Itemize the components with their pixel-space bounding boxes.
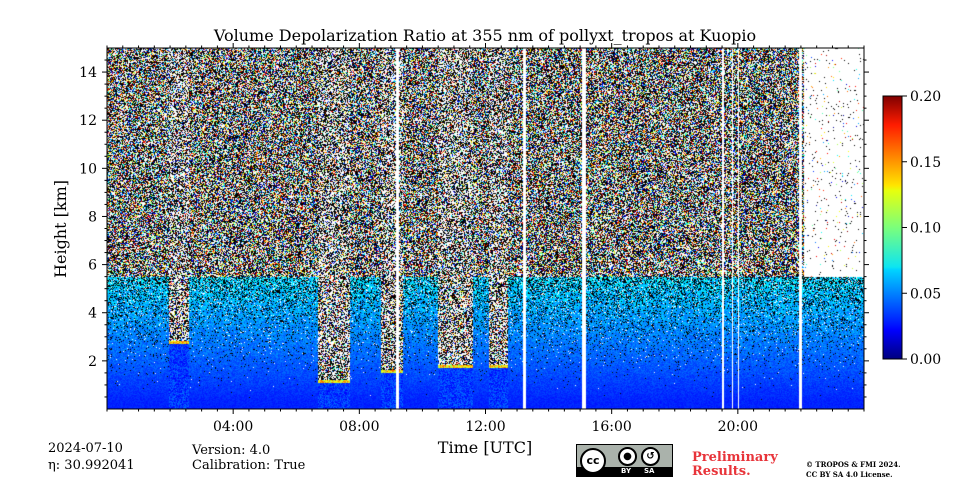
y-tick-label: 10	[79, 161, 97, 177]
x-tick-label: 20:00	[718, 419, 758, 435]
y-axis: 2 4 6 8 10 12 14	[79, 59, 869, 398]
y-axis-label: Height [km]	[51, 180, 70, 278]
y-tick-label: 8	[88, 209, 97, 225]
cc-license-badge: cc ● ↺ BY SA	[576, 444, 673, 477]
colorbar-tick-label: 0.00	[910, 352, 941, 368]
y-tick-label: 2	[88, 354, 97, 370]
cc-badge-strip	[577, 467, 672, 476]
x-tick-label: 04:00	[213, 419, 253, 435]
colorbar-tick-label: 0.20	[910, 89, 941, 105]
x-axis: 04:00 08:00 12:00 16:00 20:00	[106, 43, 865, 435]
copyright-line1: © TROPOS & FMI 2024.	[806, 460, 901, 469]
x-tick-label: 08:00	[339, 419, 379, 435]
chart-title: Volume Depolarization Ratio at 355 nm of…	[213, 26, 756, 45]
version-label: Version: 4.0	[192, 443, 271, 458]
share-alike-icon: ↺	[641, 447, 660, 466]
colorbar	[882, 95, 903, 360]
calibration-label: Calibration: True	[192, 458, 306, 473]
date-label: 2024-07-10	[48, 441, 123, 456]
preliminary-label-line2: Results.	[692, 464, 751, 479]
copyright-line2: CC BY SA 4.0 License.	[806, 470, 893, 479]
colorbar-tick-label: 0.05	[910, 286, 941, 302]
cc-icon: cc	[580, 448, 606, 474]
y-tick-label: 14	[79, 65, 97, 81]
x-tick-label: 16:00	[591, 419, 631, 435]
colorbar-tick-label: 0.15	[910, 155, 941, 171]
y-tick-label: 4	[88, 306, 97, 322]
eta-label: η: 30.992041	[48, 458, 135, 473]
colorbar-ticks: 0.00 0.05 0.10 0.15 0.20	[902, 89, 941, 368]
cc-by-label: BY	[621, 467, 632, 475]
x-axis-label: Time [UTC]	[438, 438, 532, 457]
preliminary-label-line1: Preliminary	[692, 450, 778, 465]
cc-sa-label: SA	[644, 467, 655, 475]
y-tick-label: 12	[79, 113, 97, 129]
x-tick-label: 12:00	[465, 419, 505, 435]
attribution-icon: ●	[618, 447, 637, 466]
colorbar-tick-label: 0.10	[910, 221, 941, 237]
y-tick-label: 6	[88, 258, 97, 274]
depolarization-heatmap	[107, 48, 864, 409]
